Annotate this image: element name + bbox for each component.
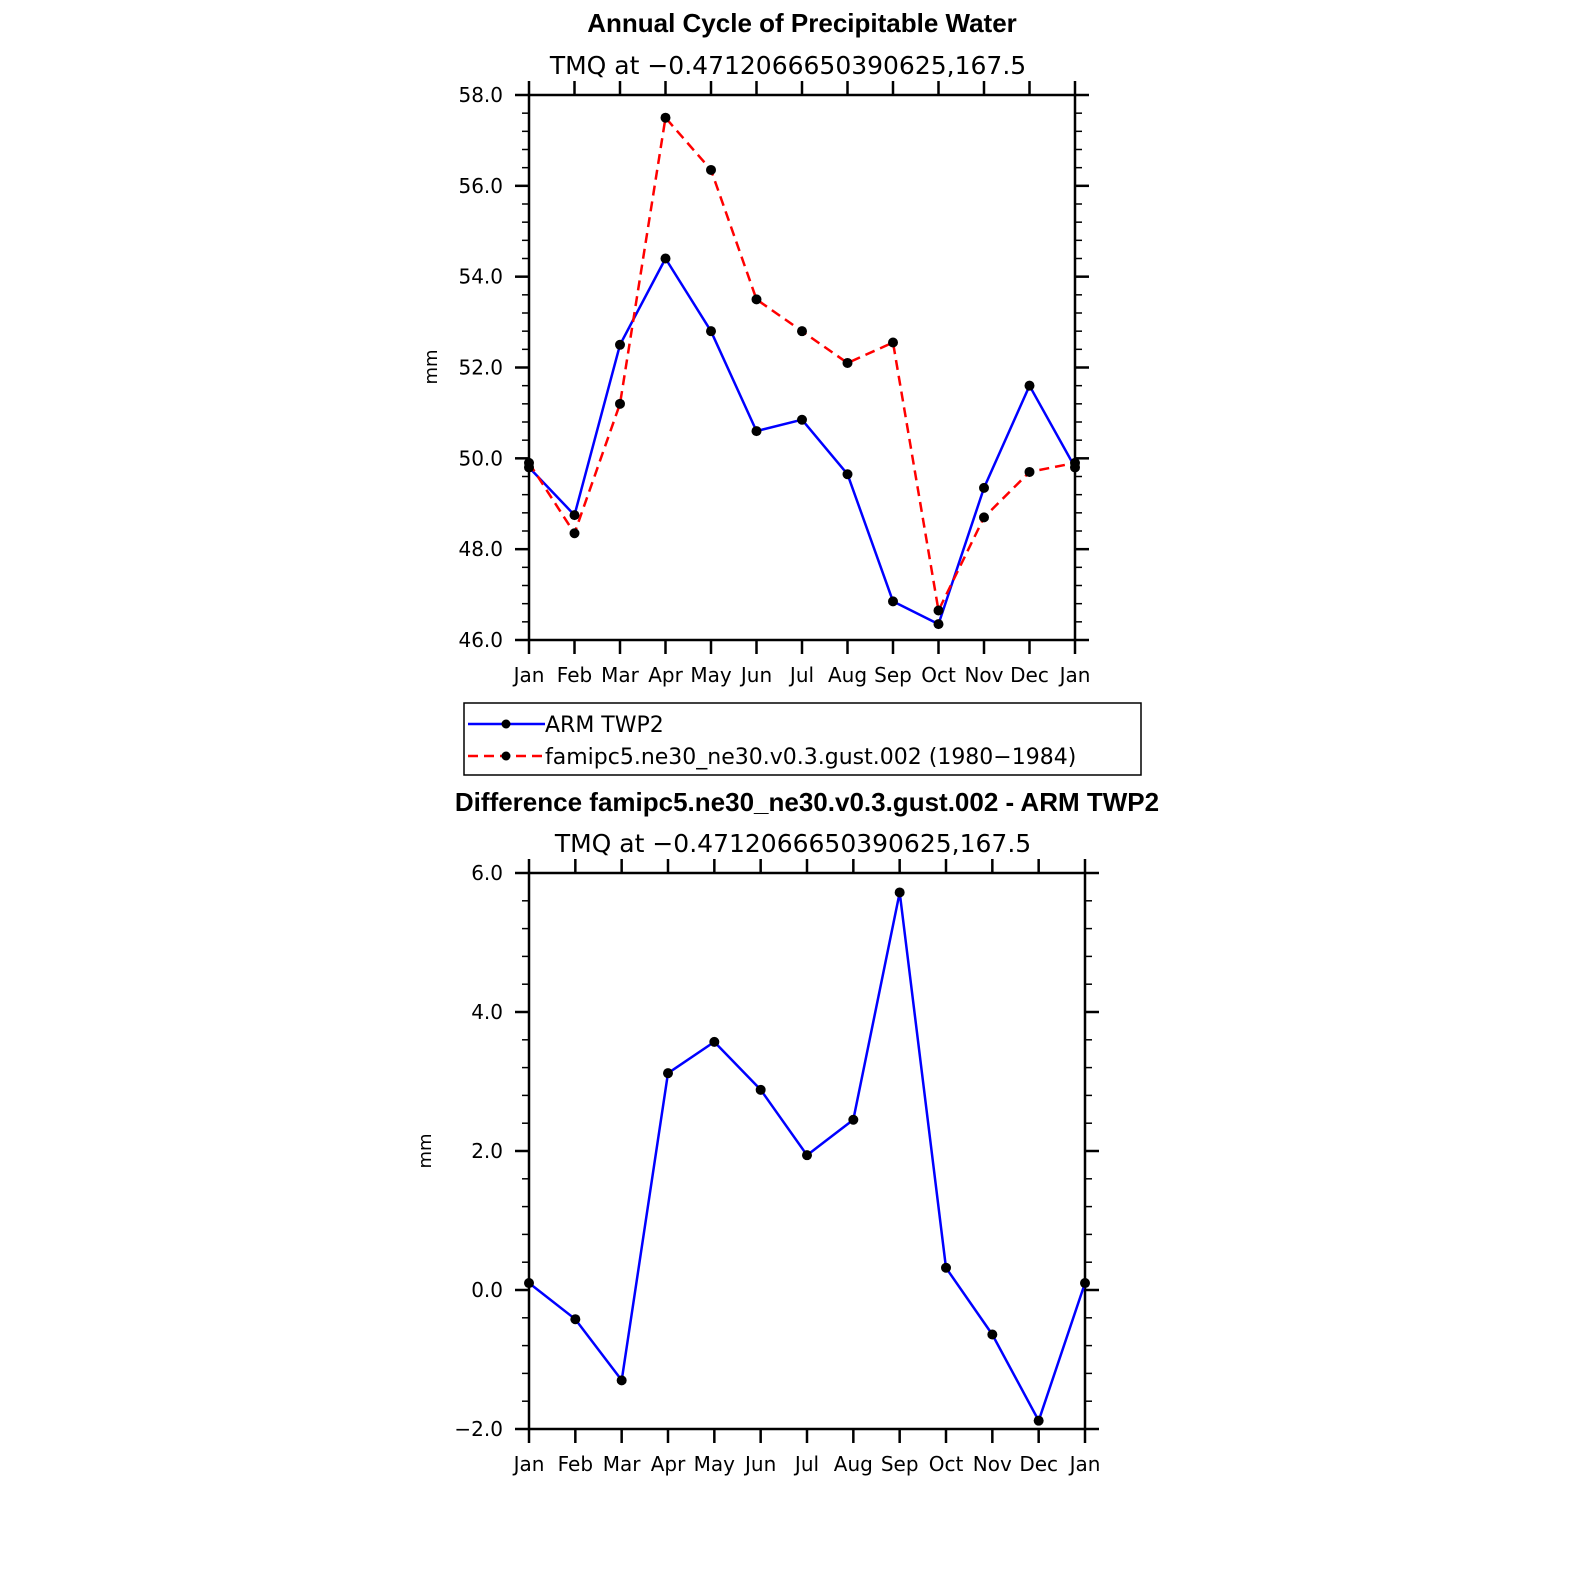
series-0-point	[663, 1068, 673, 1079]
x-tick-label: Oct	[929, 1452, 964, 1476]
y-tick-label: 0.0	[471, 1278, 503, 1302]
x-tick-label: Mar	[603, 1452, 642, 1476]
series-0-point	[933, 619, 944, 630]
series-0-point	[797, 414, 807, 425]
x-tick-label: Nov	[964, 663, 1003, 687]
series-0-point	[979, 482, 989, 493]
series-0-point	[751, 426, 762, 437]
series-0-point	[524, 1278, 534, 1289]
series-1-point	[569, 528, 580, 539]
series-0-point	[755, 1084, 766, 1095]
x-tick-label: Jan	[1058, 663, 1091, 687]
x-tick-label: May	[690, 663, 732, 687]
x-tick-label: Jun	[739, 663, 772, 687]
series-0-point	[615, 339, 625, 350]
x-tick-label: Feb	[558, 1452, 593, 1476]
y-tick-label: 54.0	[458, 265, 503, 289]
x-tick-label: Jan	[512, 1452, 545, 1476]
legend-box	[463, 702, 1142, 776]
y-tick-label: 52.0	[458, 356, 503, 380]
legend-label-arm: ARM TWP2	[545, 713, 664, 738]
series-0-point	[941, 1262, 951, 1273]
series-line-1	[527, 116, 1076, 612]
series-0-point	[569, 510, 580, 521]
series-line-0	[528, 257, 1077, 626]
x-tick-label: Jul	[788, 663, 814, 687]
x-tick-label: Feb	[557, 663, 592, 687]
series-0-point	[1024, 380, 1035, 391]
x-tick-label: Jun	[743, 1452, 776, 1476]
y-tick-label: 56.0	[458, 174, 503, 198]
x-tick-label: Apr	[651, 1452, 686, 1476]
series-1-point	[842, 357, 853, 368]
series-0-point	[706, 326, 716, 337]
series-1-point	[524, 457, 534, 468]
chart2-subtitle: TMQ at −0.4712066650390625,167.5	[554, 829, 1031, 858]
plot-frame	[527, 93, 1077, 642]
legend-label-model: famipc5.ne30_ne30.v0.3.gust.002 (1980−19…	[545, 745, 1076, 770]
y-tick-label: 4.0	[471, 1000, 503, 1024]
x-tick-label: Apr	[648, 663, 683, 687]
x-tick-label: Dec	[1010, 663, 1049, 687]
series-1-point	[933, 605, 944, 616]
x-tick-label: Jul	[793, 1452, 819, 1476]
series-0-point	[1033, 1415, 1044, 1426]
chart1-ylabel: mm	[421, 349, 442, 384]
y-tick-label: 46.0	[458, 628, 503, 652]
series-1-point	[615, 398, 625, 409]
series-0-point	[709, 1036, 720, 1047]
x-tick-label: Jan	[512, 663, 545, 687]
y-tick-label: −2.0	[454, 1417, 503, 1441]
series-0-point	[1080, 1278, 1090, 1289]
y-tick-label: 58.0	[458, 83, 503, 107]
chart1-plot-area	[524, 112, 1080, 630]
chart2-title: Difference famipc5.ne30_ne30.v0.3.gust.0…	[455, 787, 1159, 817]
y-tick-label: 6.0	[471, 861, 503, 885]
series-0-point	[842, 469, 853, 480]
chart1-axes: 46.0 48.0 50.0 52.0 54.0 56.0 58.0 Jan Feb Mar Apr…	[458, 81, 1090, 687]
series-1-point	[706, 164, 716, 175]
x-tick-label: May	[694, 1452, 736, 1476]
series-0-point	[660, 253, 671, 264]
chart2-plot-area	[524, 887, 1090, 1426]
series-1-point	[979, 512, 989, 523]
x-tick-label: Sep	[874, 663, 912, 687]
series-1-point	[1070, 457, 1080, 468]
x-tick-label: Sep	[881, 1452, 919, 1476]
x-tick-label: Dec	[1019, 1452, 1058, 1476]
chart2-ylabel: mm	[415, 1133, 436, 1168]
legend-marker-arm	[501, 719, 511, 729]
series-0-point	[570, 1314, 581, 1325]
chart1-title: Annual Cycle of Precipitable Water	[587, 8, 1017, 38]
series-1-point	[797, 326, 807, 337]
chart2-axes: −2.0 0.0 2.0 4.0 6.0 Jan Feb Mar Apr May Jun Jul Aug…	[454, 859, 1100, 1476]
series-0-point	[802, 1150, 812, 1161]
series-0-point	[616, 1375, 627, 1386]
series-0-point	[987, 1329, 998, 1340]
chart1-subtitle: TMQ at −0.4712066650390625,167.5	[549, 51, 1026, 80]
x-tick-label: Nov	[973, 1452, 1012, 1476]
y-tick-label: 48.0	[458, 537, 503, 561]
series-1-point	[660, 112, 671, 123]
series-1-point	[1024, 466, 1035, 477]
series-0-point	[848, 1114, 859, 1125]
series-0-point	[894, 887, 905, 898]
legend-marker-model	[501, 751, 511, 761]
x-tick-label: Mar	[601, 663, 640, 687]
x-tick-label: Aug	[834, 1452, 873, 1476]
y-tick-label: 50.0	[458, 446, 503, 470]
series-1-point	[888, 337, 898, 348]
x-tick-label: Oct	[921, 663, 956, 687]
series-0-point	[888, 596, 898, 607]
y-tick-label: 2.0	[471, 1139, 503, 1163]
chart1-legend: ARM TWP2 famipc5.ne30_ne30.v0.3.gust.002…	[463, 702, 1142, 776]
x-tick-label: Aug	[828, 663, 867, 687]
x-tick-label: Jan	[1068, 1452, 1101, 1476]
series-1-point	[751, 294, 762, 305]
